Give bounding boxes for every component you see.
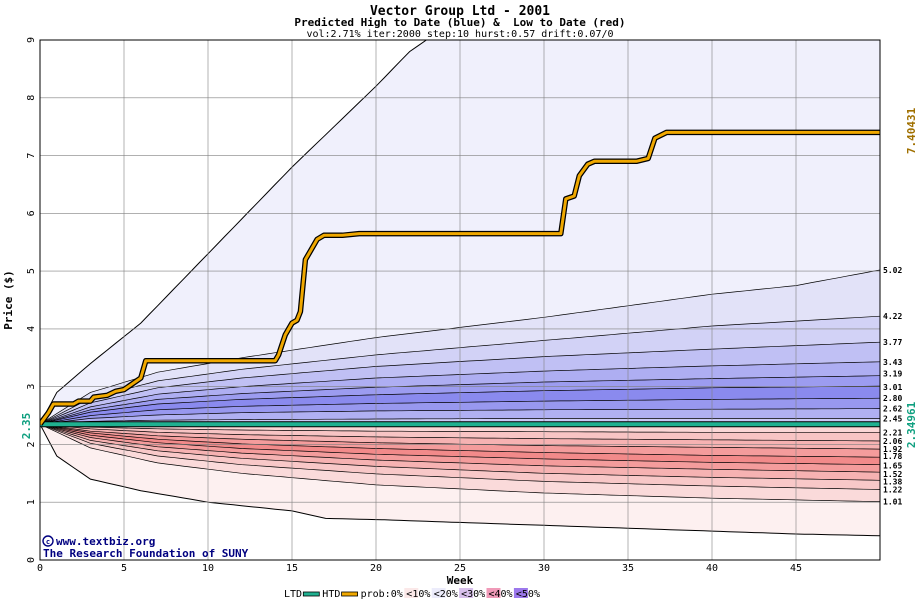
- quantile-end-label: 1.92: [883, 445, 902, 454]
- quantile-end-label: 2.21: [883, 428, 902, 437]
- quantile-end-label: 2.06: [883, 437, 902, 446]
- watermark-url: www.textbiz.org: [56, 535, 155, 548]
- x-tick-label: 15: [286, 563, 298, 574]
- legend-swatch: [513, 588, 528, 598]
- legend-label: <20%: [434, 589, 458, 600]
- chart-params: vol:2.71% iter:2000 step:10 hurst:0.57 d…: [306, 29, 613, 40]
- legend-label: <50%: [516, 589, 540, 600]
- legend-swatch: [431, 588, 446, 598]
- legend-item: LTD: [284, 589, 320, 600]
- x-tick-label: 20: [370, 563, 382, 574]
- high-band-3.77: [40, 342, 880, 425]
- high-band-3.19: [40, 375, 880, 425]
- legend-item: HTD: [322, 589, 359, 600]
- low-band-1.92: [40, 424, 880, 450]
- y-tick-label: 4: [26, 326, 37, 332]
- quantile-end-label: 3.77: [883, 338, 902, 347]
- legend-label: HTD: [322, 589, 340, 600]
- grid: [40, 40, 880, 560]
- quantile-end-label: 3.01: [883, 383, 902, 392]
- plot-area: 0 5 10 15 20 25 30 35 40 4501234567895.024.223.77…: [26, 37, 902, 574]
- high-band-4.22: [40, 316, 880, 425]
- y-tick-label: 9: [26, 37, 37, 43]
- high-band-3.01: [40, 386, 880, 425]
- ltd-final-value: 2.34961: [905, 401, 918, 448]
- watermark: c www.textbiz.org The Research Foundatio…: [42, 535, 249, 560]
- legend-item: <20%: [434, 588, 474, 600]
- x-tick-label: 45: [790, 563, 802, 574]
- x-tick-label: 5: [121, 563, 127, 574]
- legend-label: <30%: [461, 589, 485, 600]
- plot-border: [39, 39, 881, 561]
- copyright-icon: [42, 535, 54, 547]
- quantile-end-label: 1.38: [883, 477, 902, 486]
- y-tick-label: 0: [26, 557, 37, 563]
- x-tick-label: 0: [37, 563, 43, 574]
- start-price-label: 2.35: [20, 413, 33, 440]
- x-tick-label: 40: [706, 563, 718, 574]
- quantile-end-label: 3.19: [883, 370, 902, 379]
- watermark-org: The Research Foundation of SUNY: [43, 547, 249, 560]
- quantile-end-label: 3.43: [883, 358, 902, 367]
- htd-final-value: 7.40431: [905, 107, 918, 154]
- region-above-envelope: [40, 40, 880, 425]
- quantile-end-label: 1.22: [883, 486, 902, 495]
- legend-swatch: [459, 588, 474, 598]
- plot-content: [40, 40, 880, 560]
- legend-swatch: [302, 591, 320, 597]
- legend-swatch: [404, 588, 419, 598]
- legend-label: prob:0%: [361, 589, 403, 600]
- quantile-end-label: 2.45: [883, 414, 902, 423]
- envelope-upper-line: [40, 40, 880, 425]
- legend-item: <10%: [406, 588, 446, 600]
- quantile-end-label: 1.78: [883, 452, 902, 461]
- quantile-end-label: 2.80: [883, 394, 902, 403]
- quantile-end-label: 1.52: [883, 470, 902, 479]
- legend-swatch: [486, 588, 501, 598]
- low-band-1.78: [40, 424, 880, 458]
- y-tick-label: 5: [26, 268, 37, 274]
- legend-label: LTD: [284, 589, 302, 600]
- x-tick-label: 25: [454, 563, 466, 574]
- chart-subtitle: Predicted High to Date (blue) & Low to D…: [294, 16, 625, 29]
- y-tick-label: 3: [26, 384, 37, 390]
- legend-item: <50%: [516, 589, 540, 600]
- y-axis-title: Price ($): [2, 270, 15, 330]
- legend-item: prob:0%: [361, 588, 419, 600]
- y-tick-label: 8: [26, 95, 37, 101]
- copyright-icon-letter: c: [46, 538, 50, 546]
- y-tick-label: 2: [26, 441, 37, 447]
- legend-label: <10%: [406, 589, 430, 600]
- high-band-2.80: [40, 398, 880, 425]
- legend-item: <40%: [489, 588, 528, 600]
- x-tick-label: 35: [622, 563, 634, 574]
- legend: LTD HTD prob:0% <10% <20% <30% <40% <50%: [284, 588, 540, 600]
- quantile-end-label: 4.22: [883, 312, 902, 321]
- y-tick-label: 7: [26, 153, 37, 159]
- quantile-end-label: 2.62: [883, 405, 902, 414]
- legend-label: <40%: [489, 589, 513, 600]
- quantile-end-label: 1.01: [883, 498, 902, 507]
- x-tick-label: 10: [202, 563, 214, 574]
- legend-swatch: [341, 591, 359, 597]
- high-band-3.43: [40, 361, 880, 425]
- y-tick-label: 6: [26, 210, 37, 216]
- quantile-end-label: 1.65: [883, 462, 902, 471]
- quantile-end-label: 5.02: [883, 266, 902, 275]
- x-tick-label: 30: [538, 563, 550, 574]
- y-tick-label: 1: [26, 499, 37, 505]
- legend-item: <30%: [461, 588, 501, 600]
- chart-title: Vector Group Ltd - 2001: [370, 4, 550, 19]
- htd-line: [40, 130, 880, 426]
- x-axis-title: Week: [447, 574, 474, 587]
